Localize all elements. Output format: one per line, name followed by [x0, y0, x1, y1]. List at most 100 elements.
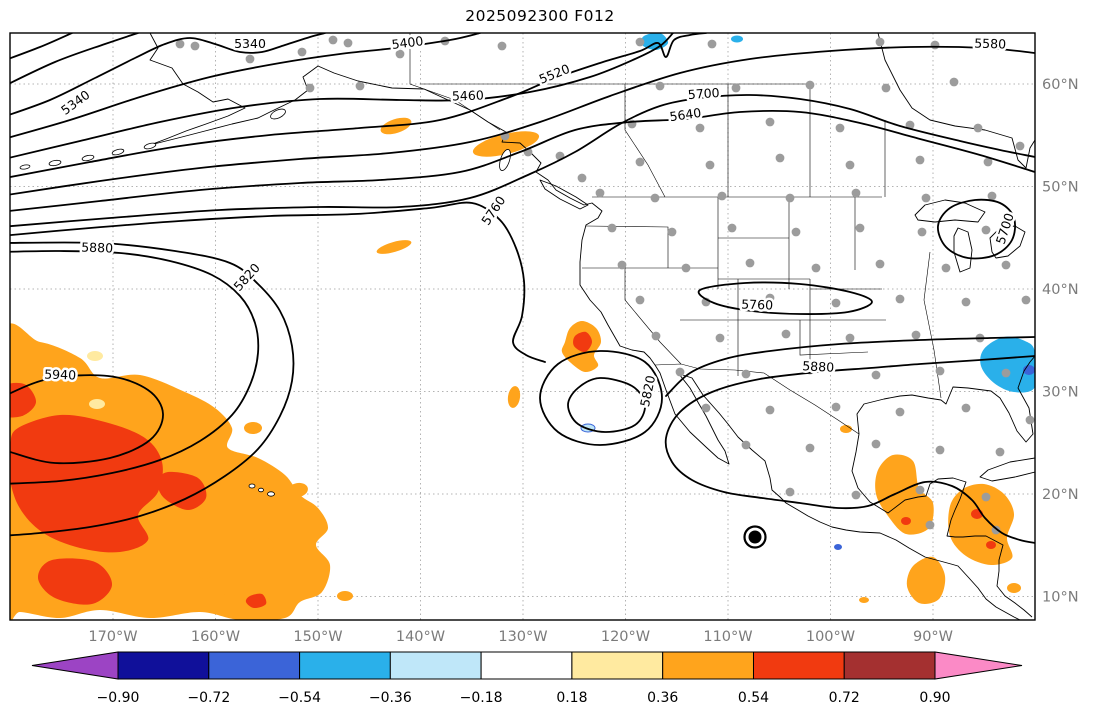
station-dot — [497, 41, 507, 51]
contour-label: 5700 — [993, 211, 1017, 246]
political-border — [624, 268, 682, 365]
station-dot — [595, 188, 605, 198]
shade-patch — [834, 544, 842, 550]
island-outline — [48, 159, 62, 167]
coastline — [953, 227, 973, 273]
station-dot — [845, 160, 855, 170]
contour-label: 5400 — [391, 33, 424, 52]
contour-line — [10, 33, 73, 60]
station-dot — [917, 227, 927, 237]
station-dot — [305, 83, 315, 93]
shade-patch — [10, 382, 37, 418]
station-dot — [701, 403, 711, 413]
shade-patch — [573, 331, 593, 353]
station-dot — [245, 54, 255, 64]
station-dot — [650, 193, 660, 203]
station-dot — [635, 295, 645, 305]
station-dot — [915, 485, 925, 495]
contour-label: 5880 — [81, 239, 113, 255]
latitude-tick-label: 20°N — [1042, 487, 1079, 503]
island-outline — [248, 483, 256, 489]
colorbar-tick-label: −0.90 — [97, 690, 140, 706]
contour-line — [937, 198, 1016, 260]
shade-patch — [1007, 583, 1021, 593]
contour-line — [10, 94, 1035, 228]
hurricane-ring — [743, 525, 767, 549]
coastline — [149, 33, 1021, 620]
coastline — [856, 355, 1035, 443]
plot-frame — [9, 32, 1036, 621]
shade-patch — [986, 541, 996, 549]
station-dot — [705, 160, 715, 170]
station-dot — [875, 37, 885, 47]
shade-patch — [37, 558, 113, 605]
station-dot — [355, 81, 365, 91]
colorbar-tick-label: −0.72 — [187, 690, 230, 706]
shade-patch — [859, 597, 869, 603]
station-dot — [851, 188, 861, 198]
contour-label: 5820 — [637, 374, 658, 408]
contour-line — [10, 33, 707, 179]
contour-line — [697, 281, 873, 315]
shade-patch — [507, 386, 521, 408]
contour-line — [10, 33, 481, 139]
contour-label: 5760 — [478, 193, 508, 228]
station-dot — [675, 367, 685, 377]
colorbar-segment — [117, 651, 210, 680]
station-dot — [635, 157, 645, 167]
station-dot — [297, 47, 307, 57]
station-dot — [805, 80, 815, 90]
station-dot — [791, 227, 801, 237]
station-dot — [949, 77, 959, 87]
gridlines — [10, 33, 1035, 620]
station-dot — [1021, 295, 1031, 305]
station-dot — [617, 260, 627, 270]
longitude-tick-label: 100°W — [806, 629, 855, 645]
station-dot — [921, 193, 931, 203]
shade-patch — [245, 593, 267, 609]
height-contours — [10, 33, 1035, 544]
station-dot — [731, 83, 741, 93]
political-border — [585, 225, 669, 268]
shade-patch — [906, 556, 946, 604]
latitude-tick-label: 10°N — [1042, 590, 1079, 606]
station-dot — [981, 225, 991, 235]
station-dot — [925, 520, 935, 530]
island-outline — [258, 487, 264, 493]
axis-tick-labels: 170°W 160°W 150°W 140°W 130°W 120°W 110°W 100°W… — [88, 77, 1078, 645]
station-dot — [577, 173, 587, 183]
shade-patch — [89, 399, 105, 409]
contour-line — [10, 33, 139, 85]
station-dot — [831, 298, 841, 308]
station-dot — [881, 83, 891, 93]
colorbar-segment — [571, 651, 664, 680]
political-border — [654, 363, 860, 435]
chart-title: 2025092300 F012 — [465, 7, 615, 25]
contour-label: 5460 — [452, 87, 484, 103]
shade-patch — [640, 33, 669, 51]
station-dot — [328, 35, 338, 45]
station-dot — [667, 227, 677, 237]
contour-label: 5940 — [44, 366, 76, 382]
contour-line — [665, 336, 1035, 397]
contour-line — [10, 241, 295, 537]
colorbar-tick-label: −0.54 — [278, 690, 321, 706]
coastline — [979, 457, 1035, 482]
station-dot — [715, 333, 725, 343]
station-dot — [915, 155, 925, 165]
coastline — [539, 179, 589, 210]
station-dot — [655, 81, 665, 91]
contour-line — [10, 250, 260, 485]
station-dot — [745, 258, 755, 268]
colorbar-tick-label: 0.90 — [919, 690, 950, 706]
station-dot — [845, 333, 855, 343]
shade-patch — [244, 422, 262, 434]
station-dot — [911, 330, 921, 340]
island-outline — [267, 491, 275, 497]
station-dot — [835, 123, 845, 133]
shade-patch — [472, 131, 540, 157]
shade-patch — [948, 483, 1015, 566]
shade-patch — [250, 537, 274, 553]
